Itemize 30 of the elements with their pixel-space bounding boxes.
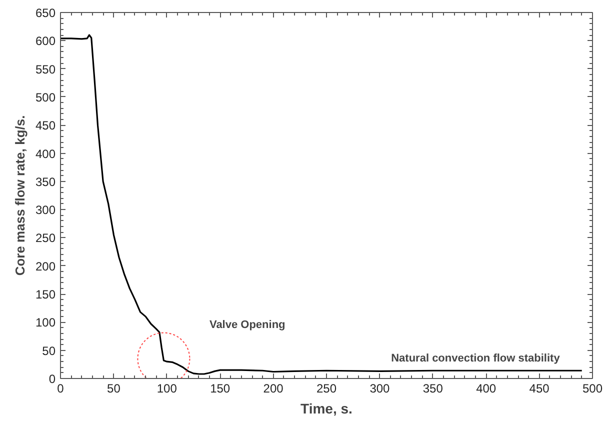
x-axis-title: Time, s. bbox=[300, 400, 352, 416]
y-tick-label: 500 bbox=[35, 90, 56, 104]
y-axis-title: Core mass flow rate, kg/s. bbox=[12, 115, 28, 276]
x-tick-label: 500 bbox=[582, 382, 603, 396]
line-series bbox=[60, 34, 583, 375]
x-tick-label: 100 bbox=[156, 382, 178, 396]
annotation: Natural convection flow stability bbox=[391, 352, 561, 365]
y-tick-label: 400 bbox=[35, 146, 56, 161]
y-tick-label: 650 bbox=[35, 6, 56, 20]
y-tick-label: 450 bbox=[35, 118, 56, 133]
x-tick-label: 400 bbox=[476, 382, 496, 396]
y-tick-label: 550 bbox=[35, 62, 56, 76]
y-tick-label: 0 bbox=[48, 372, 56, 386]
x-tick-label: 450 bbox=[529, 382, 550, 396]
x-tick-label: 200 bbox=[263, 382, 284, 396]
y-tick-label: 600 bbox=[35, 34, 56, 48]
y-tick-label: 350 bbox=[35, 174, 56, 189]
y-tick-label: 200 bbox=[35, 259, 56, 274]
y-tick-label: 100 bbox=[35, 316, 56, 330]
x-tick-label: 150 bbox=[210, 382, 230, 396]
x-tick-label: 0 bbox=[57, 382, 64, 396]
x-tick-label: 300 bbox=[370, 382, 390, 396]
x-tick-label: 50 bbox=[107, 382, 121, 396]
y-tick-label: 300 bbox=[35, 203, 56, 218]
y-tick-label: 250 bbox=[35, 231, 56, 246]
x-tick-label: 250 bbox=[316, 382, 337, 396]
y-tick-label: 50 bbox=[42, 344, 56, 358]
annotation: Valve Opening bbox=[209, 319, 286, 332]
x-tick-label: 350 bbox=[422, 382, 444, 396]
y-tick-label: 150 bbox=[35, 288, 56, 302]
